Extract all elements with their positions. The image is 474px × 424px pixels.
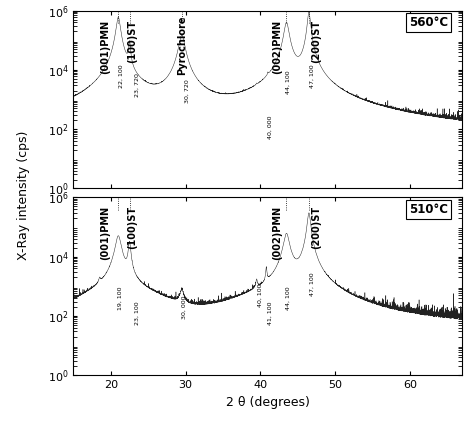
X-axis label: 2 θ (degrees): 2 θ (degrees)	[226, 396, 310, 409]
Text: 510°C: 510°C	[409, 203, 448, 216]
Text: 30, 000: 30, 000	[182, 295, 187, 319]
Text: (002)PMN: (002)PMN	[273, 20, 283, 74]
Text: 41, 100: 41, 100	[267, 302, 273, 325]
Text: Pyrochlore: Pyrochlore	[177, 15, 187, 75]
Text: 44, 100: 44, 100	[286, 70, 291, 94]
Text: 22, 100: 22, 100	[119, 65, 124, 88]
Text: 560°C: 560°C	[409, 16, 448, 29]
Text: (001)PMN: (001)PMN	[100, 20, 110, 74]
Text: 47, 100: 47, 100	[310, 272, 315, 296]
Text: (100)ST: (100)ST	[127, 20, 137, 63]
Text: 40, 000: 40, 000	[267, 115, 273, 139]
Text: (002)PMN: (002)PMN	[273, 206, 283, 260]
Text: 47, 100: 47, 100	[310, 65, 315, 88]
Text: 30, 720: 30, 720	[184, 79, 190, 103]
Text: (200)ST: (200)ST	[310, 20, 320, 63]
Text: (200)ST: (200)ST	[310, 206, 320, 249]
Text: 19, 100: 19, 100	[117, 286, 122, 310]
Text: 23, 100: 23, 100	[135, 302, 139, 326]
Text: X-Ray intensity (cps): X-Ray intensity (cps)	[17, 130, 29, 260]
Text: (100)ST: (100)ST	[127, 206, 137, 249]
Text: (001)PMN: (001)PMN	[100, 206, 110, 260]
Text: 23, 720: 23, 720	[135, 73, 139, 97]
Text: 44, 100: 44, 100	[286, 286, 291, 310]
Text: 40, 100: 40, 100	[258, 284, 263, 307]
